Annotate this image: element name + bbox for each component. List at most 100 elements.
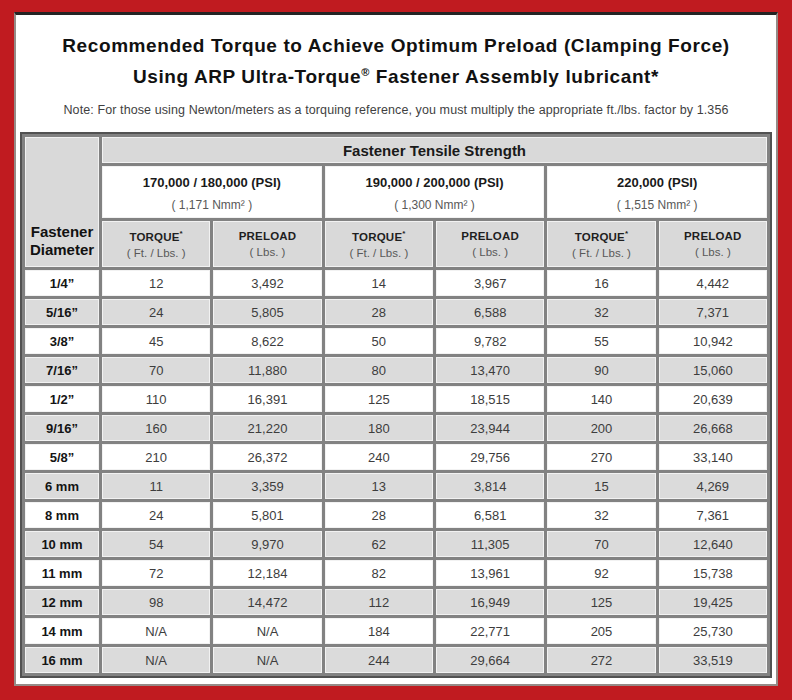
preload-cell: 21,220 [213, 415, 321, 441]
preload-cell: 22,771 [436, 618, 544, 644]
preload-cell: 23,944 [436, 415, 544, 441]
table-row: 10 mm549,9706211,3057012,640 [25, 531, 767, 557]
strength-group-220: 220,000 (PSI) ( 1,515 Nmm² ) [547, 166, 767, 218]
preload-cell: 16,391 [213, 386, 321, 412]
torque-cell: 92 [547, 560, 655, 586]
preload-cell: 14,472 [213, 589, 321, 615]
torque-cell: 54 [102, 531, 210, 557]
preload-cell: 6,588 [436, 299, 544, 325]
diameter-cell: 7/16” [25, 357, 99, 383]
table-row: 1/4”123,492143,967164,442 [25, 270, 767, 296]
psi-header-row: 170,000 / 180,000 (PSI) ( 1,171 Nmm² ) 1… [25, 166, 767, 218]
preload-cell: 25,730 [659, 618, 767, 644]
torque-cell: 160 [102, 415, 210, 441]
torque-cell: 13 [325, 473, 433, 499]
page-root: { "colors": { "border_red": "#c01b20", "… [0, 0, 792, 700]
preload-cell: 12,184 [213, 560, 321, 586]
registered-trademark-sup: ® [361, 66, 370, 78]
torque-cell: 70 [547, 531, 655, 557]
preload-cell: 16,949 [436, 589, 544, 615]
preload-cell: 15,060 [659, 357, 767, 383]
torque-cell: 32 [547, 299, 655, 325]
torque-cell: 24 [102, 502, 210, 528]
preload-cell: 11,880 [213, 357, 321, 383]
conversion-note: Note: For those using Newton/meters as a… [18, 103, 774, 117]
torque-cell: 55 [547, 328, 655, 354]
page-title: Recommended Torque to Achieve Optimum Pr… [18, 33, 774, 90]
preload-cell: 29,756 [436, 444, 544, 470]
preload-cell: 33,140 [659, 444, 767, 470]
torque-cell: 125 [547, 589, 655, 615]
preload-cell: N/A [213, 647, 321, 673]
torque-cell: 205 [547, 618, 655, 644]
preload-cell: 8,622 [213, 328, 321, 354]
preload-cell: 13,470 [436, 357, 544, 383]
torque-cell: 70 [102, 357, 210, 383]
preload-cell: 5,801 [213, 502, 321, 528]
table-row: 5/16”245,805286,588327,371 [25, 299, 767, 325]
torque-column-header: TORQUE* ( Ft. / Lbs. ) [325, 221, 433, 267]
diameter-cell: 5/16” [25, 299, 99, 325]
title-line1: Recommended Torque to Achieve Optimum Pr… [62, 35, 729, 56]
fastener-diameter-header: Fastener Diameter [25, 137, 99, 267]
preload-cell: 3,814 [436, 473, 544, 499]
torque-cell: 50 [325, 328, 433, 354]
strength-group-170-180: 170,000 / 180,000 (PSI) ( 1,171 Nmm² ) [102, 166, 322, 218]
table-row: 12 mm9814,47211216,94912519,425 [25, 589, 767, 615]
preload-cell: 7,361 [659, 502, 767, 528]
diameter-cell: 8 mm [25, 502, 99, 528]
torque-cell: 32 [547, 502, 655, 528]
torque-cell: 270 [547, 444, 655, 470]
tensile-header-row: Fastener Diameter Fastener Tensile Stren… [25, 137, 767, 163]
table-row: 9/16”16021,22018023,94420026,668 [25, 415, 767, 441]
preload-cell: 20,639 [659, 386, 767, 412]
table-row: 6 mm113,359133,814154,269 [25, 473, 767, 499]
table-row: 3/8”458,622509,7825510,942 [25, 328, 767, 354]
diameter-cell: 1/2” [25, 386, 99, 412]
preload-column-header: PRELOAD ( Lbs. ) [659, 221, 767, 267]
torque-cell: 90 [547, 357, 655, 383]
diameter-cell: 12 mm [25, 589, 99, 615]
torque-cell: 200 [547, 415, 655, 441]
torque-cell: 112 [325, 589, 433, 615]
diameter-cell: 1/4” [25, 270, 99, 296]
torque-cell: 12 [102, 270, 210, 296]
table-row: 8 mm245,801286,581327,361 [25, 502, 767, 528]
preload-column-header: PRELOAD ( Lbs. ) [213, 221, 321, 267]
table-body: 1/4”123,492143,967164,4425/16”245,805286… [25, 270, 767, 673]
preload-cell: 3,492 [213, 270, 321, 296]
torque-cell: 244 [325, 647, 433, 673]
torque-cell: 140 [547, 386, 655, 412]
preload-column-header: PRELOAD ( Lbs. ) [436, 221, 544, 267]
table-row: 11 mm7212,1848213,9619215,738 [25, 560, 767, 586]
torque-cell: 184 [325, 618, 433, 644]
preload-cell: 9,970 [213, 531, 321, 557]
torque-cell: 110 [102, 386, 210, 412]
preload-cell: 4,269 [659, 473, 767, 499]
diameter-cell: 16 mm [25, 647, 99, 673]
diameter-cell: 6 mm [25, 473, 99, 499]
preload-cell: 12,640 [659, 531, 767, 557]
preload-cell: 6,581 [436, 502, 544, 528]
torque-cell: 240 [325, 444, 433, 470]
torque-cell: 210 [102, 444, 210, 470]
torque-cell: 28 [325, 502, 433, 528]
torque-cell: 272 [547, 647, 655, 673]
preload-cell: 3,359 [213, 473, 321, 499]
strength-group-190-200: 190,000 / 200,000 (PSI) ( 1,300 Nmm² ) [325, 166, 545, 218]
torque-cell: 24 [102, 299, 210, 325]
title-line2: Using ARP Ultra-Torque® Fastener Assembl… [133, 66, 659, 87]
preload-cell: 10,942 [659, 328, 767, 354]
diameter-cell: 5/8” [25, 444, 99, 470]
preload-cell: 5,805 [213, 299, 321, 325]
torque-cell: 14 [325, 270, 433, 296]
preload-cell: 18,515 [436, 386, 544, 412]
preload-cell: 33,519 [659, 647, 767, 673]
diameter-cell: 3/8” [25, 328, 99, 354]
units-header-row: TORQUE* ( Ft. / Lbs. ) PRELOAD ( Lbs. ) … [25, 221, 767, 267]
torque-table: Fastener Diameter Fastener Tensile Stren… [20, 132, 772, 678]
preload-cell: 29,664 [436, 647, 544, 673]
preload-cell: 15,738 [659, 560, 767, 586]
table-row: 14 mmN/AN/A18422,77120525,730 [25, 618, 767, 644]
tensile-strength-header: Fastener Tensile Strength [102, 137, 767, 163]
